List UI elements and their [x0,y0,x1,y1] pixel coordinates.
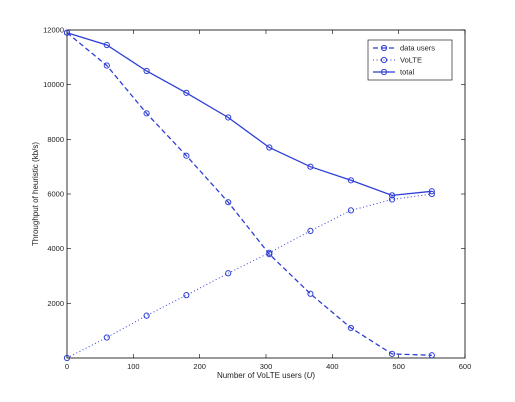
x-tick-label: 200 [193,362,206,371]
legend-marker [380,56,388,64]
data-point-total [225,114,232,121]
data-point-volte [347,207,355,214]
data-point-total [63,29,71,36]
data-point-volte [143,312,150,319]
x-tick-label: 600 [459,362,472,371]
data-point-data-users [388,350,396,357]
series-total [63,29,435,199]
legend-item-data-users: data users [373,44,435,53]
data-point-data-users [183,152,190,159]
data-point-data-users [347,324,355,332]
data-point-volte [388,196,396,203]
data-point-volte [183,292,190,299]
x-axis-label: Number of VoLTE users (U) [217,371,315,380]
legend: data users VoLTE total [367,39,453,81]
data-point-data-users [225,199,232,206]
data-point-volte [266,249,273,256]
y-tick-label: 6000 [47,190,64,199]
y-tick-label: 2000 [47,299,64,308]
data-point-volte [225,270,232,277]
data-point-data-users [307,290,314,297]
legend-item-total: total [373,68,415,77]
y-tick-label: 12000 [43,26,64,35]
data-point-volte [63,354,71,362]
x-tick-label: 0 [65,362,69,371]
legend-label: VoLTE [400,56,422,65]
legend-label: data users [400,44,435,53]
y-axis-label: Throughput of heuristic (kb/s) [31,142,40,246]
data-point-total [347,177,355,184]
data-point-data-users [428,352,435,359]
legend-items: data users VoLTE total [373,44,435,77]
x-tick-label: 400 [326,362,339,371]
x-tick-label: 500 [392,362,405,371]
data-point-total [183,89,190,96]
data-point-volte [103,334,110,341]
series-line-data-users [66,32,432,356]
data-point-data-users [143,110,150,117]
x-tick-label: 100 [127,362,140,371]
legend-item-volte: VoLTE [373,56,422,65]
series-layer [63,29,435,362]
series-line-volte [66,193,432,359]
legend-marker [380,68,388,76]
legend-marker [380,44,388,52]
data-point-total [307,163,314,170]
data-point-total [143,67,150,75]
data-point-volte [307,227,314,234]
x-axis-label-suffix: ) [312,371,315,380]
y-tick-label: 10000 [43,80,64,89]
x-tick-label: 300 [260,362,273,371]
data-point-volte [428,190,435,198]
x-axis-label-prefix: Number of VoLTE users ( [217,371,307,380]
data-point-total [266,144,273,151]
data-point-total [388,192,396,199]
y-tick-label: 4000 [47,244,64,253]
legend-label: total [400,68,415,77]
data-point-data-users [103,62,110,69]
data-point-total [428,188,435,195]
axis-ticks: 0 100 200 300 400 500 600 2000 4000 6000 8000 10000… [43,26,471,372]
series-line-total [66,32,432,197]
data-point-total [103,41,110,49]
series-volte [63,190,435,362]
y-tick-label: 8000 [47,135,64,144]
x-axis-label-variable: U [307,371,313,380]
